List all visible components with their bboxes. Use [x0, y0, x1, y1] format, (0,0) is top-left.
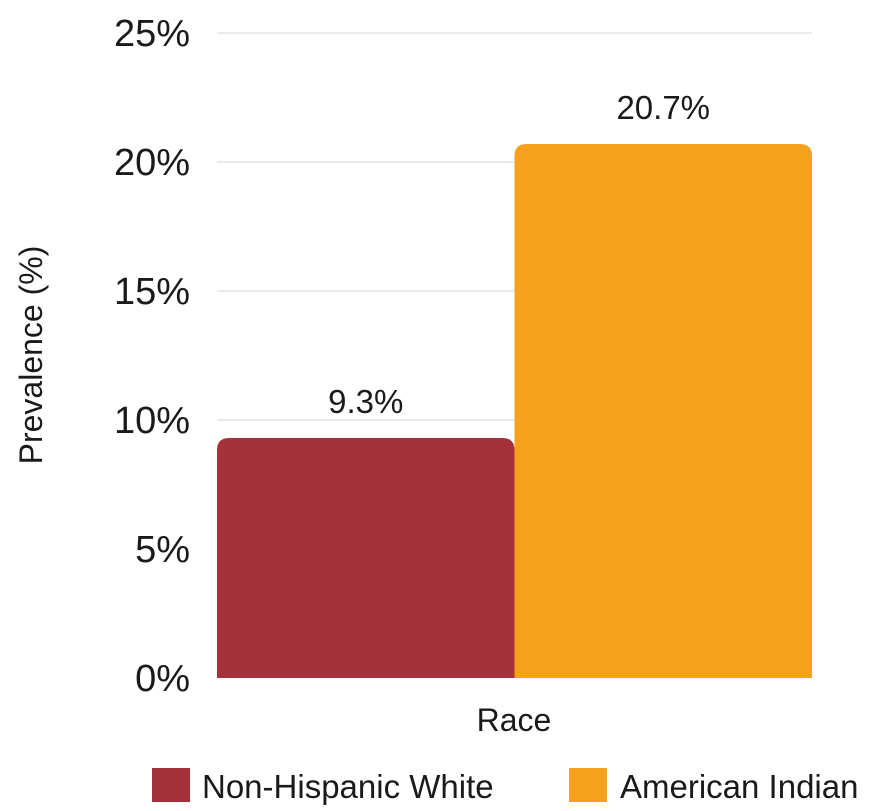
data-label-non-hispanic-white: 9.3% [328, 383, 403, 420]
y-tick-label-5: 5% [135, 529, 190, 571]
legend-label-american-indian: American Indian [620, 768, 858, 805]
y-tick-label-25: 25% [114, 13, 190, 55]
y-tick-label-10: 10% [114, 400, 190, 442]
y-tick-label-0: 0% [135, 658, 190, 700]
bar-non-hispanic-white [217, 438, 515, 678]
data-label-american-indian: 20.7% [616, 89, 710, 126]
legend-swatch-american-indian [569, 768, 607, 802]
y-axis-ticks: 0% 5% 10% 15% 20% 25% [114, 13, 190, 700]
y-tick-label-15: 15% [114, 271, 190, 313]
bars [217, 143, 812, 678]
bar-american-indian [514, 143, 812, 678]
legend-label-non-hispanic-white: Non-Hispanic White [202, 768, 494, 805]
y-tick-label-20: 20% [114, 142, 190, 184]
x-axis-title: Race [477, 702, 552, 738]
y-axis-title: Prevalence (%) [13, 246, 49, 465]
legend: Non-Hispanic White American Indian [152, 768, 858, 805]
bar-data-labels: 9.3% 20.7% [328, 89, 710, 420]
legend-swatch-non-hispanic-white [152, 768, 190, 802]
